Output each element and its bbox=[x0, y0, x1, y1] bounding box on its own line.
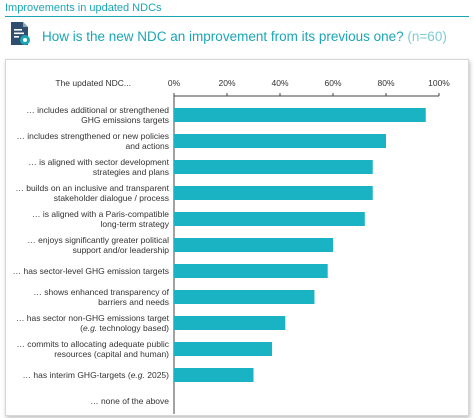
document-settings-icon bbox=[11, 22, 30, 45]
category-label: … none of the above bbox=[90, 396, 169, 406]
bar bbox=[174, 342, 273, 356]
bar bbox=[174, 108, 426, 122]
chart-question: How is the new NDC an improvement from i… bbox=[42, 29, 447, 44]
category-label: … has sector-level GHG emission targets bbox=[13, 266, 169, 276]
bar bbox=[174, 264, 328, 278]
title-divider bbox=[5, 16, 469, 17]
chart-panel: The updated NDC... 0% 20% 40% 60% 80% 100% … in… bbox=[5, 59, 469, 416]
bar bbox=[174, 212, 365, 226]
x-tick-label: 60% bbox=[324, 78, 341, 88]
category-label: … has interim GHG-targets (e.g. 2025) bbox=[23, 370, 170, 380]
x-tick-label: 100% bbox=[428, 78, 450, 88]
category-label: … is aligned with a Paris-compatible long… bbox=[32, 209, 170, 229]
x-tick-label: 80% bbox=[377, 78, 394, 88]
category-label: … builds on an inclusive and transparent… bbox=[15, 183, 169, 203]
x-tick-label: 20% bbox=[218, 78, 235, 88]
category-label: … shows enhanced transparency of barriers… bbox=[33, 287, 169, 307]
bar bbox=[174, 368, 254, 382]
bar bbox=[174, 186, 373, 200]
category-header: The updated NDC... bbox=[55, 78, 131, 88]
bar bbox=[174, 134, 386, 148]
bar bbox=[174, 290, 315, 304]
category-label: … includes strengthened or new policies a… bbox=[16, 131, 169, 151]
category-label: … includes additional or strengthened GHG… bbox=[26, 105, 169, 125]
x-tick-label: 0% bbox=[168, 78, 181, 88]
category-label: … has sector non-GHG emissions target (e.… bbox=[16, 313, 170, 333]
category-label: … is aligned with sector development stra… bbox=[28, 157, 169, 177]
section-title: Improvements in updated NDCs bbox=[5, 2, 162, 14]
category-label: … enjoys significantly greater political… bbox=[27, 235, 169, 255]
x-tick-label: 40% bbox=[271, 78, 288, 88]
bar bbox=[174, 238, 333, 252]
question-text: How is the new NDC an improvement from i… bbox=[42, 29, 404, 44]
category-label: … commits to allocating adequate public r… bbox=[16, 339, 169, 359]
bar-chart: The updated NDC... 0% 20% 40% 60% 80% 100% … in… bbox=[13, 78, 450, 414]
sample-size: (n=60) bbox=[407, 29, 447, 44]
bar bbox=[174, 160, 373, 174]
bar bbox=[174, 316, 286, 330]
